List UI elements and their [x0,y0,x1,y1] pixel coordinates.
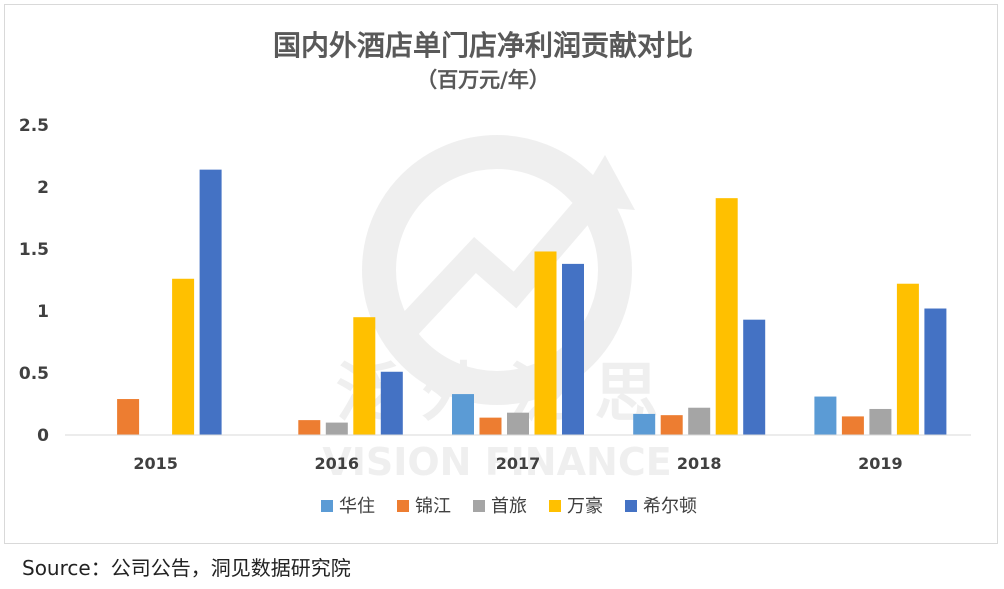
legend-label: 锦江 [415,496,451,517]
bar-2019-2 [841,416,864,435]
legend-label: 希尔顿 [643,496,697,517]
legend: 华住 锦江 首旅 万豪 希尔顿 [321,496,697,517]
y-tick-label: 1.5 [19,240,49,260]
source-note: Source：公司公告，洞见数据研究院 [22,556,351,580]
bars [117,169,947,435]
bar-2016-4 [353,317,376,435]
bar-2019-3 [869,408,892,435]
bar-2017-5 [562,263,584,435]
bar-2017-3 [507,412,529,435]
bar-2017-1 [452,394,474,435]
bar-2018-1 [633,413,656,435]
y-tick-label: 0.5 [19,364,49,384]
legend-label: 华住 [339,496,375,517]
y-tick-label: 1 [37,302,49,322]
bar-2015-5 [199,169,222,435]
bar-2019-4 [896,283,919,435]
chart-subtitle: （百万元/年） [416,68,550,92]
bar-2016-3 [325,422,348,435]
bar-2018-4 [715,198,738,435]
x-axis: 2015 2016 2017 2018 2019 [133,454,902,473]
bar-2018-5 [743,319,766,435]
bar-2016-2 [298,420,321,435]
legend-label: 首旅 [491,496,527,517]
bar-2017-4 [534,251,557,435]
legend-label: 万豪 [567,496,603,517]
bar-2017-2 [479,417,502,435]
y-tick-label: 2.5 [19,116,49,136]
y-tick-label: 2 [37,178,49,198]
bar-2018-2 [660,415,683,435]
y-tick-label: 0 [37,426,49,446]
x-tick-label: 2018 [677,454,722,473]
legend-swatch [473,500,485,512]
legend-swatch [625,500,637,512]
chart-title: 国内外酒店单门店净利润贡献对比 [273,29,693,62]
bar-2015-4 [172,278,195,435]
legend-swatch [321,500,333,512]
bar-2018-3 [688,407,711,435]
x-tick-label: 2015 [133,454,178,473]
y-axis: 0 0.5 1 1.5 2 2.5 [19,116,49,446]
bar-2016-5 [380,371,403,435]
x-tick-label: 2016 [315,454,360,473]
chart: 泛 外 泛 思 VISION FINANCE 国内外酒店单门店净利润贡献对比 （… [19,29,971,517]
watermark-subtext: VISION FINANCE [322,440,671,484]
bar-2019-5 [924,308,947,435]
x-tick-label: 2017 [496,454,541,473]
x-tick-label: 2019 [858,454,903,473]
legend-swatch [397,500,409,512]
chart-frame: 泛 外 泛 思 VISION FINANCE 国内外酒店单门店净利润贡献对比 （… [4,4,998,544]
legend-swatch [549,500,561,512]
bar-2015-2 [117,399,140,435]
bar-2019-1 [814,396,837,435]
